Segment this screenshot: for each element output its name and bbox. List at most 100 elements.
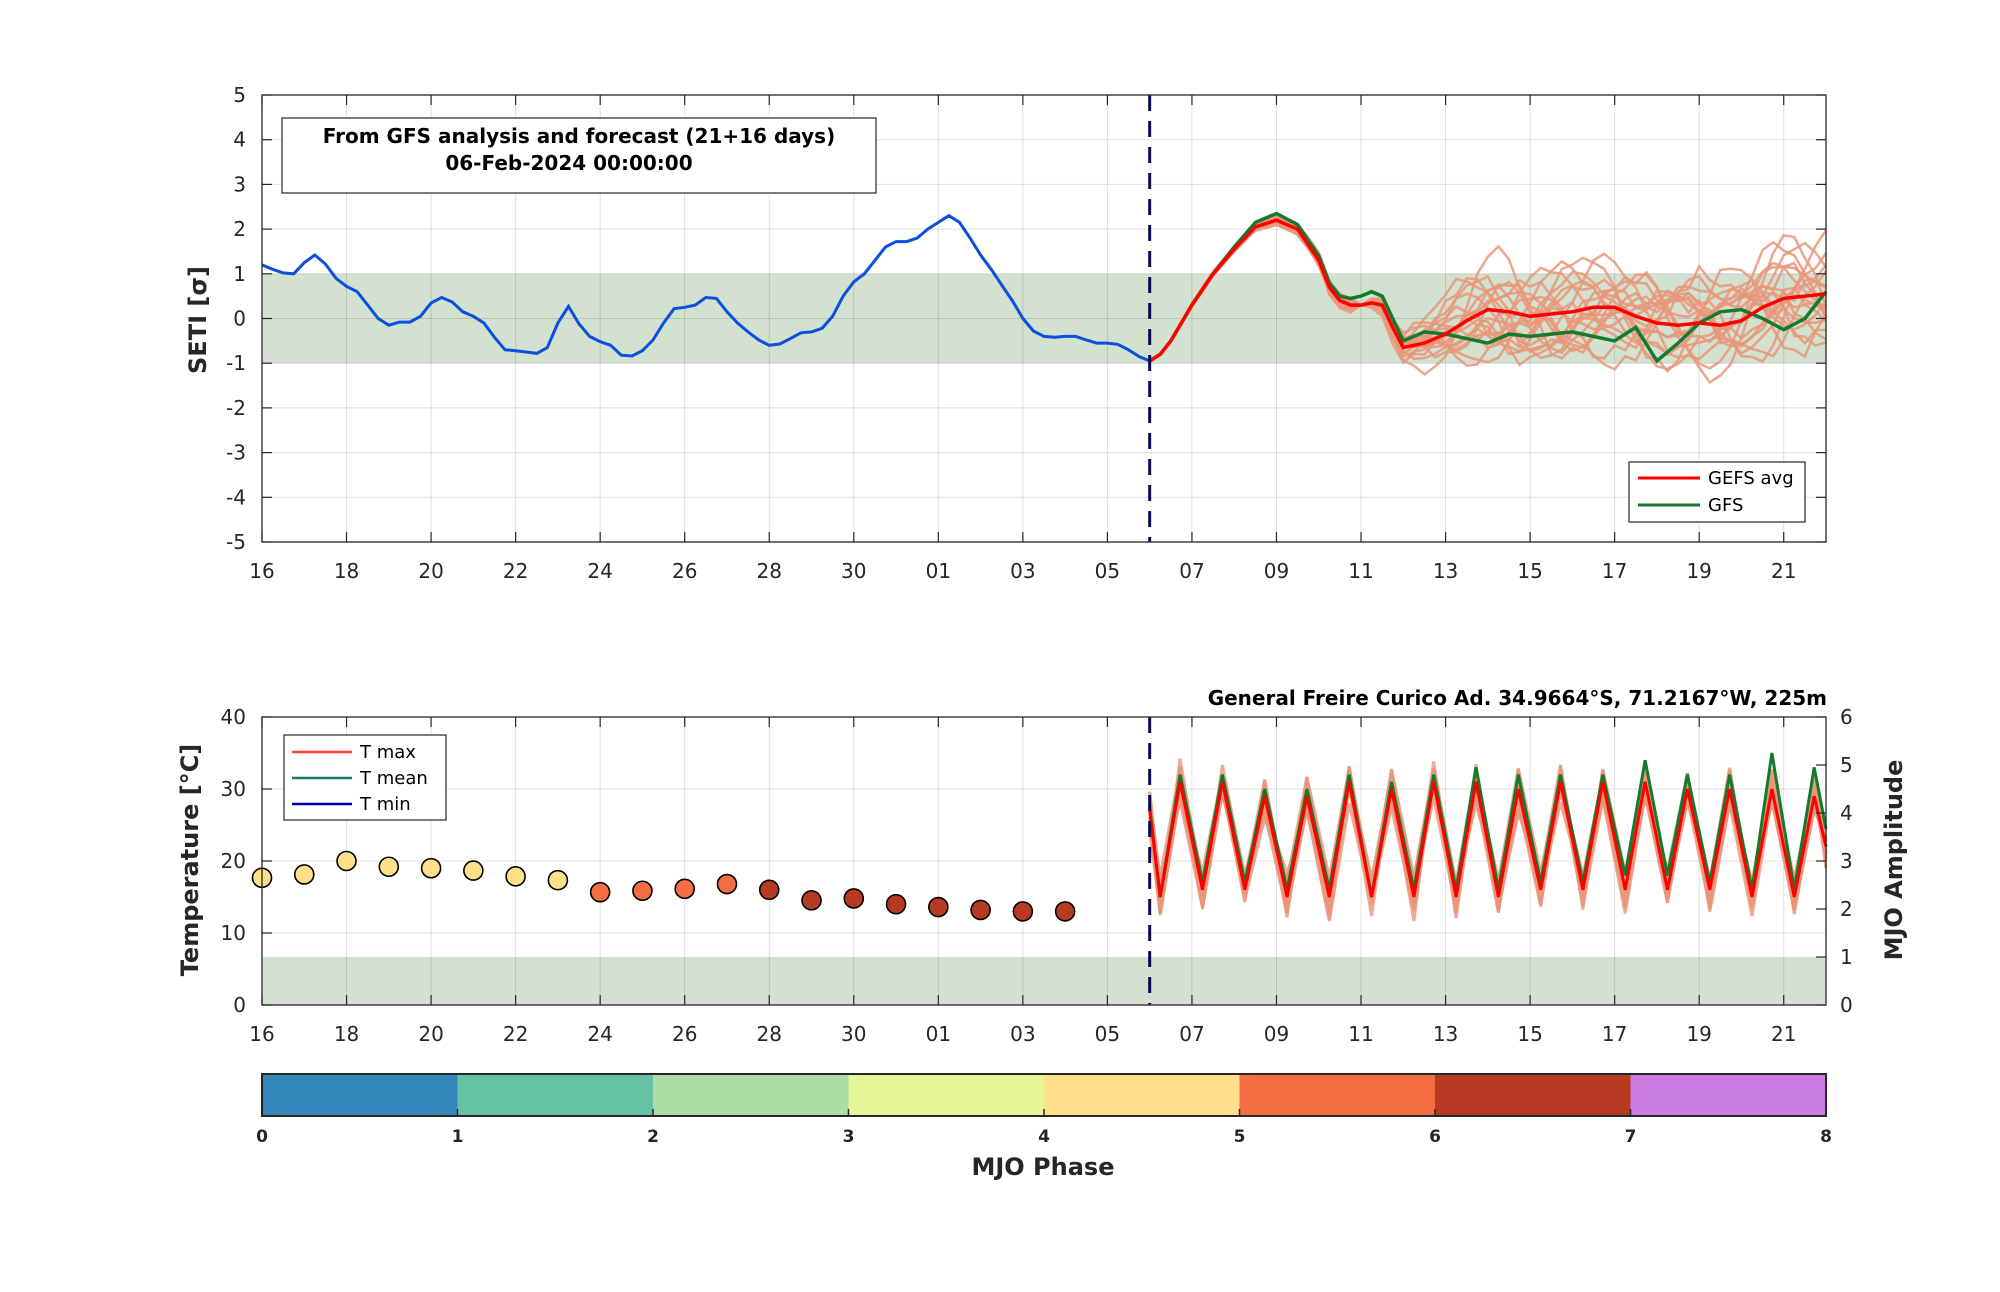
colorbar-cells <box>262 1074 1827 1116</box>
mjo-point <box>1012 901 1034 922</box>
y-tick-label: 2 <box>233 217 246 241</box>
x-tick-label: 01 <box>926 559 951 583</box>
mjo-point <box>336 850 357 872</box>
x-tick-label: 05 <box>1095 559 1120 583</box>
x-tick-label: 30 <box>841 1022 866 1046</box>
ensemble-member-line <box>1149 221 1827 363</box>
seti-ylabel: SETI [σ] <box>184 266 212 374</box>
temp-legend: T max T mean T min <box>283 734 447 821</box>
x-tick-label: 17 <box>1602 1022 1627 1046</box>
x-tick-label: 21 <box>1771 559 1796 583</box>
x-tick-label: 18 <box>334 559 359 583</box>
mjo-point <box>293 864 315 885</box>
seti-legend: GEFS avg GFS <box>1628 461 1806 523</box>
x-tick-label: 01 <box>926 1022 951 1046</box>
colorbar-tick-label: 3 <box>843 1127 855 1147</box>
y-tick-label-right: 2 <box>1840 897 1853 921</box>
x-tick-label: 26 <box>672 1022 697 1046</box>
mjo-point <box>463 860 484 881</box>
y-tick-label: -3 <box>226 441 246 465</box>
x-tick-label: 05 <box>1095 1022 1120 1046</box>
x-tick-label: 13 <box>1433 559 1458 583</box>
y-tick-label: 0 <box>233 993 246 1017</box>
mjo-point <box>378 856 400 878</box>
station-label: General Freire Curico Ad. 34.9664°S, 71.… <box>1208 686 1827 710</box>
x-tick-label: 07 <box>1179 559 1204 583</box>
colorbar-tick-label: 8 <box>1820 1127 1832 1147</box>
mjo-point <box>1054 901 1076 922</box>
y-tick-label-right: 0 <box>1840 993 1853 1017</box>
info-line-1: From GFS analysis and forecast (21+16 da… <box>323 124 835 148</box>
y-tick-label: 30 <box>221 777 246 801</box>
mjo-point <box>674 878 696 900</box>
x-tick-label: 11 <box>1348 559 1373 583</box>
legend-label-tmax: T max <box>359 742 416 763</box>
colorbar-tick-label: 4 <box>1038 1127 1050 1147</box>
x-tick-label: 22 <box>503 1022 528 1046</box>
x-tick-label: 16 <box>249 1022 274 1046</box>
ensemble-members <box>1148 213 1828 384</box>
x-tick-label: 16 <box>249 559 274 583</box>
x-tick-label: 22 <box>503 559 528 583</box>
colorbar-cell <box>1435 1074 1631 1116</box>
x-tick-label: 15 <box>1517 559 1542 583</box>
mjo-weak-band <box>262 957 1826 1005</box>
mjo-point <box>801 890 822 911</box>
mjo-amplitude-ylabel: MJO Amplitude <box>1880 760 1908 961</box>
mjo-point <box>885 893 907 915</box>
y-tick-label: 20 <box>221 849 246 873</box>
x-tick-label: 19 <box>1686 1022 1711 1046</box>
mjo-phase-colorbar: 0 1 2 3 4 5 6 7 8 MJO Phase <box>256 1073 1832 1181</box>
x-tick-label: 28 <box>757 559 782 583</box>
analysis-line <box>261 213 1151 363</box>
x-tick-label: 26 <box>672 559 697 583</box>
x-tick-label: 09 <box>1264 1022 1289 1046</box>
y-tick-label: -1 <box>226 351 246 375</box>
y-tick-label: 10 <box>221 921 246 945</box>
colorbar-cell <box>1239 1074 1436 1116</box>
colorbar-cell <box>262 1074 458 1116</box>
x-tick-label: 21 <box>1771 1022 1796 1046</box>
x-tick-label: 20 <box>418 559 443 583</box>
info-box: From GFS analysis and forecast (21+16 da… <box>281 117 877 194</box>
mjo-point <box>928 896 949 918</box>
mjo-point <box>589 881 611 903</box>
legend-label-tmean: T mean <box>359 768 428 789</box>
y-tick-label-right: 6 <box>1840 705 1853 729</box>
x-tick-label: 30 <box>841 559 866 583</box>
mjo-point <box>843 888 865 909</box>
y-tick-label-right: 1 <box>1840 945 1853 969</box>
mjo-point <box>758 879 780 901</box>
x-tick-label: 07 <box>1179 1022 1204 1046</box>
mjo-point <box>420 857 442 879</box>
mjo-point <box>632 880 653 902</box>
y-tick-label: 0 <box>233 307 246 331</box>
colorbar-tick-label: 1 <box>452 1127 464 1147</box>
y-tick-label-right: 5 <box>1840 753 1853 777</box>
colorbar-cell <box>1044 1074 1240 1116</box>
y-tick-label: -4 <box>226 485 246 509</box>
mjo-point <box>505 866 526 887</box>
x-tick-label: 28 <box>757 1022 782 1046</box>
ensemble-member-line <box>1149 223 1828 364</box>
colorbar-ticks: 0 1 2 3 4 5 6 7 8 <box>256 1109 1832 1147</box>
x-tick-label: 18 <box>334 1022 359 1046</box>
x-tick-label: 09 <box>1264 559 1289 583</box>
gefs-avg-line <box>1148 218 1827 363</box>
tmax-forecast-line <box>1148 781 1828 898</box>
colorbar-tick-label: 5 <box>1234 1127 1246 1147</box>
x-tick-label: 15 <box>1517 1022 1542 1046</box>
legend-label-gfs: GFS <box>1708 495 1743 516</box>
x-tick-label: 24 <box>587 559 612 583</box>
y-tick-label: 1 <box>233 262 246 286</box>
y-tick-label: 4 <box>233 128 246 152</box>
y-tick-label-right: 4 <box>1840 801 1853 825</box>
mjo-point <box>547 869 569 891</box>
x-tick-label: 17 <box>1602 559 1627 583</box>
legend-label-tmin: T min <box>359 794 411 815</box>
colorbar-cell <box>1630 1074 1827 1116</box>
gfs-line <box>1148 211 1828 364</box>
